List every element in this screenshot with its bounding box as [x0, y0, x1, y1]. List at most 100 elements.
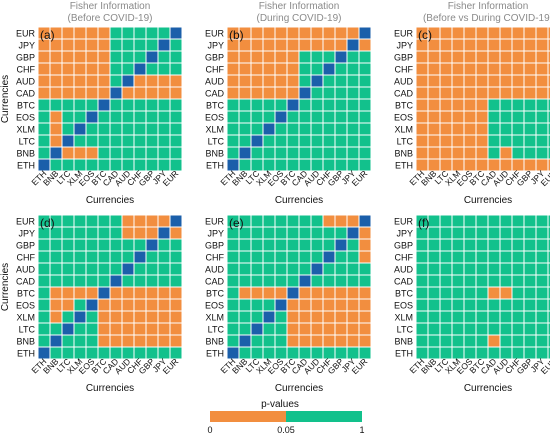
heatmap-cell-bnb-bnb	[50, 335, 62, 347]
heatmap-cell-eth-chf	[134, 159, 146, 171]
heatmap-cell-gbp-eos	[275, 51, 287, 63]
heatmap-cell-bnb-btc	[98, 147, 110, 159]
heatmap-cell-btc-eos	[275, 99, 287, 111]
heatmap-cell-eth-btc	[287, 347, 299, 359]
heatmap-cell-xlm-xlm	[263, 123, 275, 135]
panel-label: (c)	[418, 28, 432, 42]
heatmap-cell-ltc-gbp	[146, 323, 158, 335]
heatmap-cell-eth-cad	[488, 159, 500, 171]
heatmap-cell-eth-eth	[227, 347, 239, 359]
heatmap-cell-xlm-eth	[416, 311, 428, 323]
heatmap-cell-gbp-ltc	[62, 239, 74, 251]
heatmap-cell-eos-eur	[548, 111, 550, 123]
heatmap-cell-chf-aud	[122, 251, 134, 263]
heatmap-cell-ltc-cad	[299, 135, 311, 147]
heatmap-cell-bnb-eth	[38, 147, 50, 159]
heatmap-cell-gbp-cad	[488, 239, 500, 251]
heatmap-cell-gbp-eur	[170, 51, 182, 63]
heatmap-cell-bnb-jpy	[347, 335, 359, 347]
heatmap-cell-bnb-ltc	[440, 147, 452, 159]
heatmap-cell-eos-jpy	[158, 111, 170, 123]
heatmap-cell-chf-chf	[134, 251, 146, 263]
heatmap-cell-ltc-gbp	[524, 323, 536, 335]
heatmap-cell-cad-jpy	[158, 275, 170, 287]
heatmap-cell-eos-aud	[122, 111, 134, 123]
heatmap-cell-btc-chf	[512, 287, 524, 299]
heatmap-cell-cad-gbp	[524, 87, 536, 99]
x-tick-label: EUR	[539, 356, 550, 376]
heatmap-cell-cad-jpy	[347, 275, 359, 287]
y-tick-label: CAD	[16, 89, 36, 99]
heatmap-cell-aud-btc	[98, 263, 110, 275]
heatmap-cell-gbp-bnb	[239, 239, 251, 251]
heatmap-cell-ltc-gbp	[146, 135, 158, 147]
heatmap-cell-gbp-ltc	[251, 239, 263, 251]
y-axis-label: Currencies	[0, 263, 11, 311]
heatmap-cell-cad-xlm	[263, 87, 275, 99]
heatmap-cell-eos-cad	[299, 299, 311, 311]
heatmap-cell-ltc-ltc	[440, 135, 452, 147]
heatmap-cell-cad-btc	[476, 275, 488, 287]
heatmap-cell-btc-chf	[134, 99, 146, 111]
y-tick-label: BNB	[16, 149, 35, 159]
heatmap-cell-jpy-aud	[500, 39, 512, 51]
heatmap-cell-eos-btc	[476, 299, 488, 311]
heatmap-cell-btc-eur	[170, 287, 182, 299]
heatmap-cell-cad-eth	[416, 275, 428, 287]
heatmap-cell-eos-gbp	[146, 111, 158, 123]
heatmap-cell-eur-chf	[323, 215, 335, 227]
heatmap-cell-eur-chf	[323, 27, 335, 39]
y-tick-label: ETH	[17, 161, 35, 171]
y-tick-label: BTC	[206, 101, 225, 111]
heatmap-cell-ltc-xlm	[74, 135, 86, 147]
y-tick-label: XLM	[16, 125, 35, 135]
heatmap-cell-aud-eth	[38, 75, 50, 87]
heatmap-cell-eth-xlm	[263, 347, 275, 359]
heatmap-cell-xlm-bnb	[50, 311, 62, 323]
heatmap-cell-jpy-bnb	[239, 39, 251, 51]
heatmap-cell-chf-chf	[323, 63, 335, 75]
x-axis-label: Currencies	[464, 383, 512, 394]
heatmap-cell-eos-eth	[416, 299, 428, 311]
heatmap-cell-bnb-chf	[134, 335, 146, 347]
heatmap-cell-chf-jpy	[347, 251, 359, 263]
heatmap-cell-btc-bnb	[428, 99, 440, 111]
heatmap-cell-aud-eth	[38, 263, 50, 275]
heatmap-cell-gbp-btc	[287, 239, 299, 251]
heatmap-cell-chf-jpy	[536, 63, 548, 75]
heatmap-cell-eos-cad	[110, 111, 122, 123]
heatmap-cell-xlm-xlm	[74, 123, 86, 135]
heatmap-cell-aud-jpy	[347, 75, 359, 87]
y-tick-label: CHF	[17, 253, 36, 263]
heatmap-cell-gbp-btc	[476, 51, 488, 63]
heatmap-cell-eth-cad	[299, 347, 311, 359]
heatmap-cell-ltc-xlm	[452, 323, 464, 335]
heatmap-cell-eth-cad	[110, 347, 122, 359]
y-tick-label: CAD	[205, 89, 225, 99]
heatmap-cell-jpy-ltc	[440, 39, 452, 51]
heatmap-cell-btc-eth	[416, 287, 428, 299]
heatmap-cell-eth-ltc	[251, 159, 263, 171]
y-tick-label: EOS	[16, 113, 35, 123]
heatmap-cell-eos-xlm	[74, 299, 86, 311]
y-tick-label: LTC	[208, 137, 225, 147]
heatmap-cell-cad-aud	[122, 87, 134, 99]
heatmap-cell-ltc-eos	[464, 323, 476, 335]
heatmap-cell-eur-bnb	[428, 27, 440, 39]
heatmap-cell-jpy-jpy	[347, 227, 359, 239]
heatmap-cell-btc-xlm	[74, 287, 86, 299]
y-tick-label: LTC	[19, 137, 36, 147]
heatmap-cell-eur-eos	[464, 215, 476, 227]
heatmap-cell-btc-cad	[299, 287, 311, 299]
heatmap-cell-eos-ltc	[251, 111, 263, 123]
heatmap-cell-eos-eos	[464, 111, 476, 123]
heatmap-cell-xlm-eur	[170, 311, 182, 323]
heatmap-cell-chf-ltc	[440, 63, 452, 75]
heatmap-cell-ltc-aud	[311, 323, 323, 335]
heatmap-cell-xlm-gbp	[335, 123, 347, 135]
heatmap-cell-cad-xlm	[74, 87, 86, 99]
heatmap-cell-jpy-chf	[134, 39, 146, 51]
heatmap-cell-eur-aud	[500, 27, 512, 39]
heatmap-cell-jpy-xlm	[263, 227, 275, 239]
heatmap-cell-xlm-ltc	[62, 123, 74, 135]
